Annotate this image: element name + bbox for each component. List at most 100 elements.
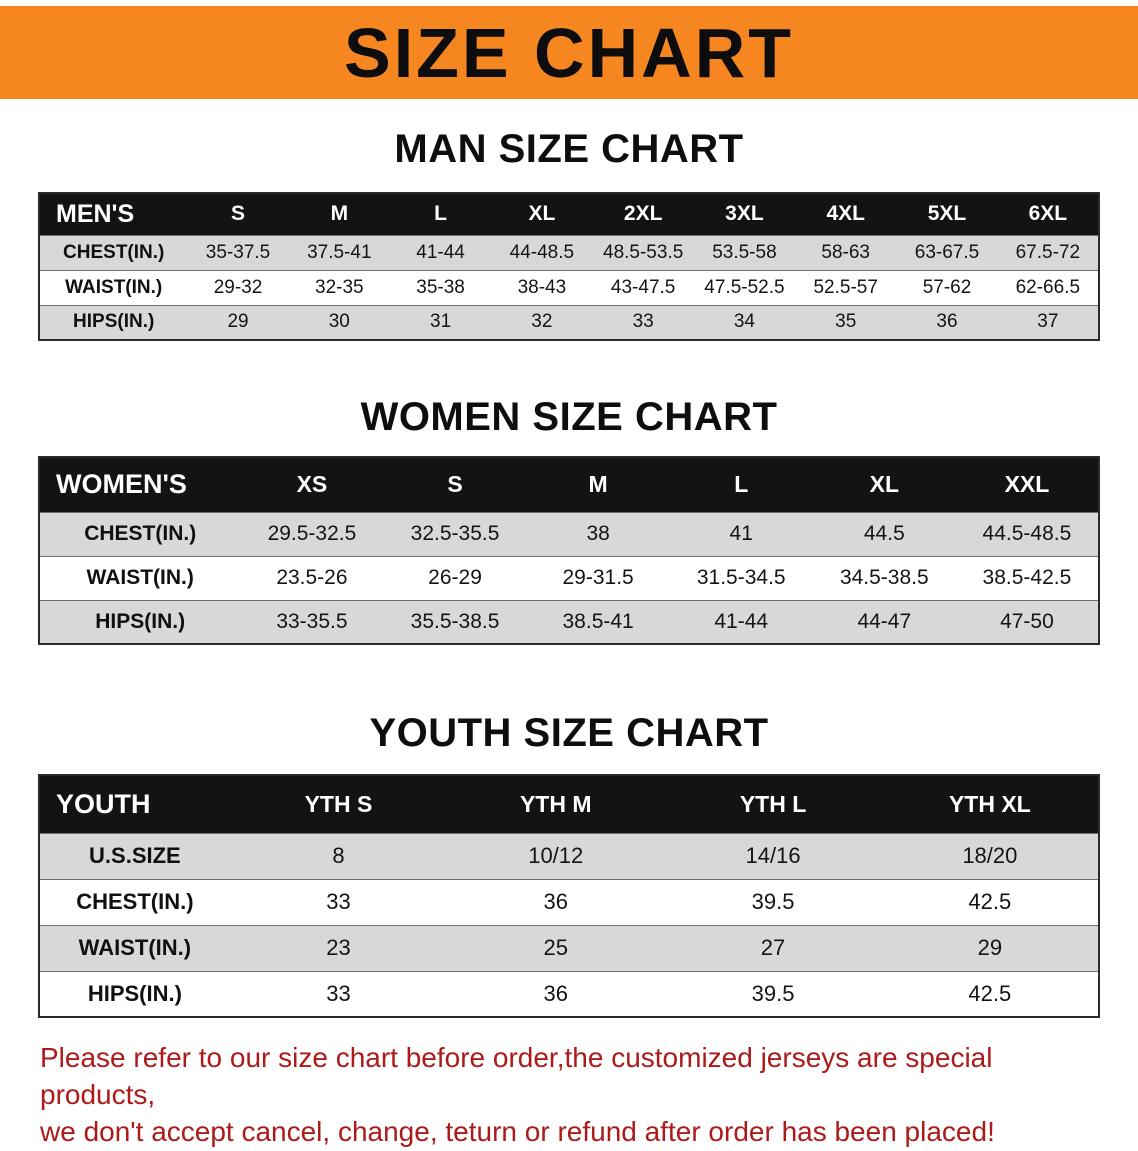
value-cell: 52.5-57	[813, 276, 878, 298]
size-header-cell: 6XL	[1028, 202, 1068, 226]
size-header-cell: YTH L	[739, 790, 807, 817]
value-cell: 44-47	[857, 609, 912, 633]
value-cell: 41-44	[416, 241, 465, 263]
value-cell: 29	[977, 935, 1003, 960]
row-label-cell: CHEST(IN.)	[76, 889, 194, 914]
value-cell: 41	[729, 522, 753, 545]
size-header-cell: XS	[296, 471, 328, 498]
value-cell: 36	[936, 311, 958, 333]
table-row: WAIST(IN.) 23.5-26 26-29 29-31.5 31.5-34.5 34…	[39, 556, 1099, 600]
value-cell: 29-31.5	[562, 566, 634, 589]
row-label-cell: CHEST(IN.)	[63, 241, 165, 263]
disclaimer-line-1: Please refer to our size chart before or…	[40, 1042, 993, 1110]
value-cell: 43-47.5	[610, 276, 676, 298]
size-chart-banner: SIZE CHART	[0, 6, 1138, 99]
women-size-table-container: WOMEN'S XS S M L XL XXL CHEST(IN.) 29.5-32.5 32.5…	[38, 456, 1100, 645]
value-cell: 33-35.5	[276, 609, 348, 633]
value-cell: 38.5-41	[562, 609, 634, 633]
men-size-section: MAN SIZE CHART MEN'S S M L XL 2XL 3XL 4XL 5XL 6XL…	[0, 127, 1138, 341]
value-cell: 8	[332, 843, 345, 868]
size-chart-page: SIZE CHART MAN SIZE CHART MEN'S S M L XL 2XL 3…	[0, 6, 1138, 1151]
disclaimer-line-2: we don't accept cancel, change, teturn o…	[40, 1115, 995, 1147]
size-header-cell: XL	[528, 202, 556, 226]
header-row: YOUTH YTH S YTH M YTH L YTH XL	[39, 775, 1099, 833]
size-header-cell: 5XL	[927, 202, 967, 226]
row-label-cell: HIPS(IN.)	[87, 980, 182, 1006]
value-cell: 23.5-26	[276, 566, 348, 589]
value-cell: 62-66.5	[1015, 276, 1081, 298]
table-row: U.S.SIZE 8 10/12 14/16 18/20	[39, 833, 1099, 879]
value-cell: 34	[733, 311, 755, 333]
value-cell: 38	[586, 522, 610, 545]
value-cell: 29	[227, 311, 249, 333]
value-cell: 32.5-35.5	[410, 522, 500, 545]
value-cell: 27	[760, 935, 786, 960]
value-cell: 36	[543, 889, 568, 914]
size-table: YOUTH YTH S YTH M YTH L YTH XL U.S.SIZE 8 10/12…	[38, 774, 1100, 1018]
table-row: CHEST(IN.) 33 36 39.5 42.5	[39, 879, 1099, 925]
size-header-cell: M	[588, 471, 608, 498]
value-cell: 35-37.5	[205, 241, 271, 263]
size-header-cell: M	[330, 202, 349, 226]
value-cell: 47.5-52.5	[704, 276, 785, 298]
value-cell: 38.5-42.5	[982, 566, 1072, 589]
table-row: HIPS(IN.) 33 36 39.5 42.5	[39, 971, 1099, 1017]
women-section-heading: WOMEN SIZE CHART	[360, 395, 778, 439]
size-table: WOMEN'S XS S M L XL XXL CHEST(IN.) 29.5-32.5 32.5…	[38, 456, 1100, 645]
header-row: MEN'S S M L XL 2XL 3XL 4XL 5XL 6XL	[39, 193, 1099, 235]
header-row: WOMEN'S XS S M L XL XXL	[39, 457, 1099, 512]
value-cell: 42.5	[968, 980, 1012, 1006]
row-label-cell: U.S.SIZE	[89, 843, 181, 868]
value-cell: 58-63	[821, 241, 871, 263]
value-cell: 35.5-38.5	[410, 609, 500, 633]
value-cell: 39.5	[751, 980, 795, 1006]
size-header-cell: 2XL	[623, 202, 663, 226]
value-cell: 35	[835, 311, 857, 333]
value-cell: 33	[326, 889, 351, 914]
value-cell: 31.5-34.5	[696, 566, 786, 589]
table-title-cell: MEN'S	[56, 199, 135, 228]
value-cell: 48.5-53.5	[603, 241, 684, 263]
value-cell: 23	[326, 935, 351, 960]
table-row: WAIST(IN.) 29-32 32-35 35-38 38-43 43-47.5 47.…	[39, 270, 1099, 305]
size-table: MEN'S S M L XL 2XL 3XL 4XL 5XL 6XL CHEST(IN.) 35-37…	[38, 192, 1100, 341]
size-header-cell: S	[231, 202, 246, 226]
table-row: HIPS(IN.) 33-35.5 35.5-38.5 38.5-41 41-44 44-…	[39, 600, 1099, 644]
value-cell: 44.5	[863, 522, 905, 545]
table-title-cell: YOUTH	[56, 788, 151, 819]
value-cell: 26-29	[428, 566, 482, 589]
value-cell: 53.5-58	[712, 241, 777, 263]
value-cell: 57-62	[922, 276, 972, 298]
row-label-cell: WAIST(IN.)	[86, 566, 194, 589]
youth-section-heading: YOUTH SIZE CHART	[369, 711, 769, 755]
youth-size-table-container: YOUTH YTH S YTH M YTH L YTH XL U.S.SIZE 8 10/12…	[38, 774, 1100, 1018]
disclaimer-note: Please refer to our size chart before or…	[40, 1040, 1098, 1151]
men-size-table-container: MEN'S S M L XL 2XL 3XL 4XL 5XL 6XL CHEST(IN.) 35-37…	[38, 192, 1100, 341]
value-cell: 25	[543, 935, 568, 960]
page-title: SIZE CHART	[344, 13, 794, 92]
value-cell: 29.5-32.5	[267, 522, 357, 545]
value-cell: 37.5-41	[307, 241, 372, 263]
women-size-section: WOMEN SIZE CHART WOMEN'S XS S M L XL XXL CHEST(…	[0, 395, 1138, 645]
size-header-cell: XL	[869, 471, 899, 498]
value-cell: 41-44	[714, 609, 769, 633]
value-cell: 44.5-48.5	[982, 522, 1072, 545]
row-label-cell: HIPS(IN.)	[73, 311, 155, 333]
value-cell: 32	[531, 311, 553, 333]
value-cell: 36	[543, 980, 568, 1006]
table-row: CHEST(IN.) 35-37.5 37.5-41 41-44 44-48.5 48.5…	[39, 235, 1099, 270]
size-header-cell: S	[447, 471, 463, 498]
table-row: WAIST(IN.) 23 25 27 29	[39, 925, 1099, 971]
value-cell: 38-43	[517, 276, 567, 298]
size-header-cell: L	[434, 202, 447, 226]
value-cell: 34.5-38.5	[839, 566, 929, 589]
size-header-cell: L	[734, 471, 749, 498]
value-cell: 10/12	[528, 843, 584, 868]
value-cell: 32-35	[315, 276, 364, 298]
row-label-cell: WAIST(IN.)	[65, 276, 163, 298]
value-cell: 39.5	[751, 889, 795, 914]
size-header-cell: 3XL	[725, 202, 764, 226]
youth-size-section: YOUTH SIZE CHART YOUTH YTH S YTH M YTH L YTH…	[0, 711, 1138, 1018]
value-cell: 33	[632, 311, 654, 333]
size-header-cell: YTH M	[519, 790, 592, 817]
